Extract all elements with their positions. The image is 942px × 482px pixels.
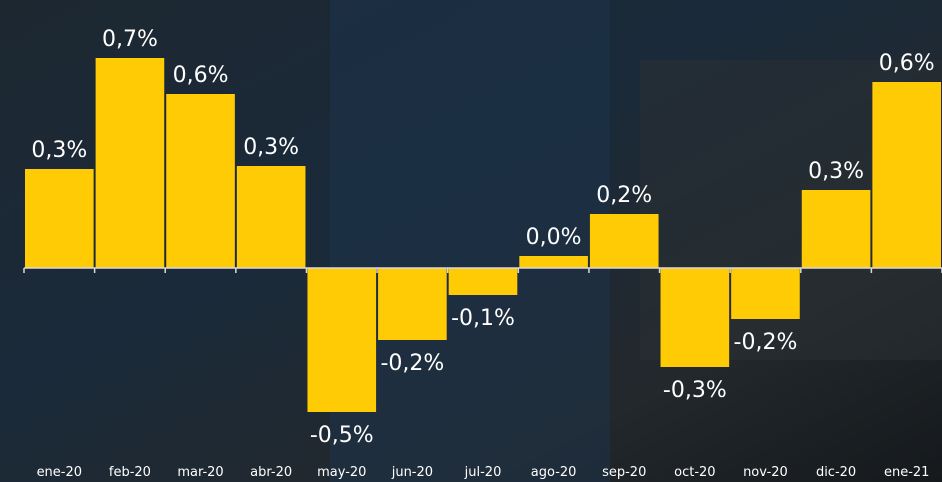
x-tick-label: ene-21: [884, 465, 929, 480]
x-tick-label: nov-20: [743, 465, 788, 480]
bar: [236, 166, 306, 268]
bar: [519, 256, 588, 268]
value-label: -0,2%: [734, 330, 798, 355]
value-label: -0,5%: [310, 423, 374, 448]
x-tick-label: feb-20: [109, 465, 151, 480]
bar: [166, 94, 235, 268]
bar: [801, 190, 871, 268]
x-tick-label: mar-20: [177, 465, 223, 480]
value-label: 0,3%: [243, 135, 299, 160]
background-shape: [330, 0, 610, 482]
value-label: 0,0%: [526, 225, 582, 250]
value-label: 0,3%: [31, 138, 87, 163]
bar: [660, 268, 730, 367]
bar: [25, 169, 94, 268]
bar: [731, 268, 800, 319]
value-label: -0,1%: [451, 306, 515, 331]
bar: [378, 268, 447, 340]
bar: [448, 268, 518, 295]
x-tick-label: jul-20: [464, 465, 502, 480]
x-tick-label: ago-20: [531, 465, 577, 480]
value-label: 0,7%: [102, 27, 158, 52]
bar: [307, 268, 377, 412]
value-label: 0,3%: [808, 159, 864, 184]
value-label: -0,2%: [380, 351, 444, 376]
value-label: -0,3%: [663, 378, 727, 403]
x-tick-label: may-20: [317, 465, 366, 480]
bar: [872, 82, 941, 268]
value-label: 0,2%: [596, 183, 652, 208]
x-tick-label: sep-20: [602, 465, 646, 480]
x-tick-label: oct-20: [674, 465, 715, 480]
x-tick-label: ene-20: [37, 465, 82, 480]
value-label: 0,6%: [173, 63, 229, 88]
x-tick-label: jun-20: [391, 465, 433, 480]
bar: [589, 214, 659, 268]
x-tick-label: abr-20: [250, 465, 292, 480]
x-tick-label: dic-20: [816, 465, 856, 480]
value-label: 0,6%: [879, 51, 935, 76]
bar: [95, 58, 165, 268]
